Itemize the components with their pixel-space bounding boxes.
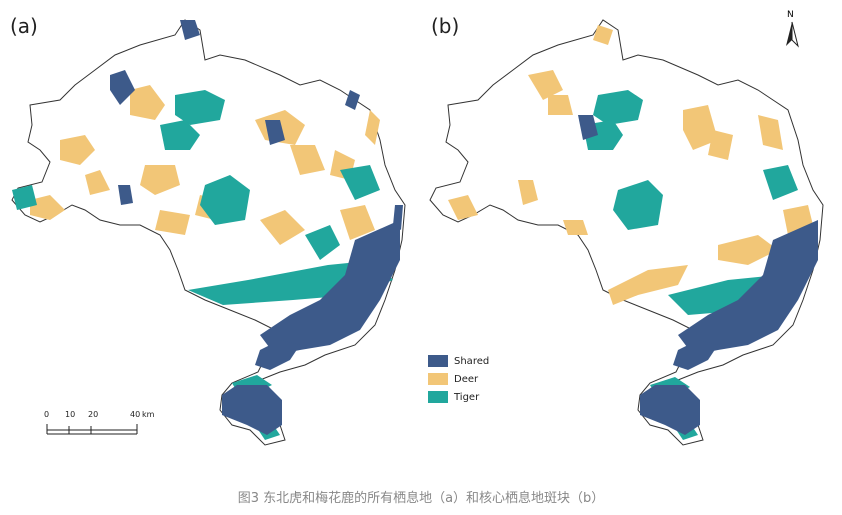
north-arrow-label: N	[787, 10, 794, 20]
legend-item-deer: Deer	[428, 370, 489, 388]
panel-b-label: (b)	[431, 14, 460, 38]
scale-tick-0: 0	[44, 410, 50, 419]
scale-tick-20: 20	[88, 410, 99, 419]
legend-item-tiger: Tiger	[428, 388, 489, 406]
legend-item-shared: Shared	[428, 352, 489, 370]
north-arrow: N	[782, 10, 802, 50]
scale-tick-10: 10	[65, 410, 76, 419]
scale-bar: 0 10 20 40 km	[40, 410, 154, 440]
map-panel-a	[11, 19, 406, 446]
legend-swatch-shared	[428, 355, 448, 367]
legend-swatch-deer	[428, 373, 448, 385]
north-arrow-icon	[786, 21, 799, 48]
legend-swatch-tiger	[428, 391, 448, 403]
legend: Shared Deer Tiger	[428, 352, 489, 406]
panel-a-label: (a)	[10, 14, 38, 38]
legend-label-tiger: Tiger	[454, 391, 480, 403]
legend-label-deer: Deer	[454, 373, 479, 385]
figure-caption: 图3 东北虎和梅花鹿的所有栖息地（a）和核心栖息地斑块（b）	[237, 491, 605, 506]
study-area-outline-a	[11, 19, 406, 446]
shared-habitat-b	[578, 115, 818, 435]
legend-label-shared: Shared	[454, 355, 490, 367]
scale-bar-graphic	[46, 424, 138, 435]
map-panel-b	[429, 19, 824, 446]
scale-tick-40: 40	[130, 410, 141, 419]
shared-habitat-a	[110, 20, 403, 435]
scale-unit: km	[142, 410, 155, 419]
